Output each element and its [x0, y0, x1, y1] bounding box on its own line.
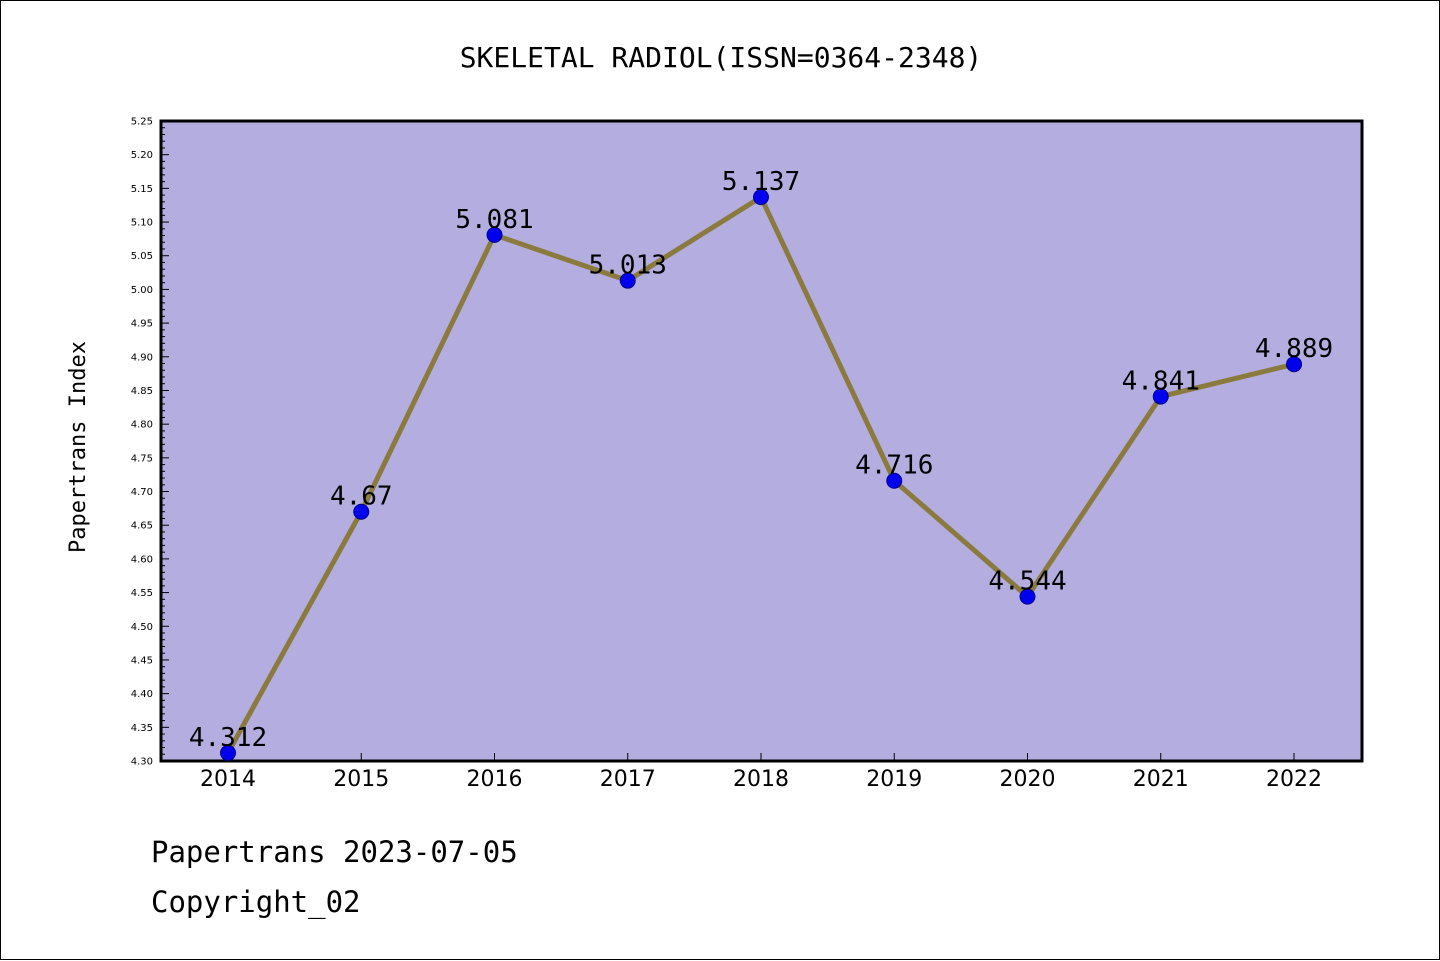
y-tick-label: 5.15	[131, 184, 153, 195]
x-tick-label: 2018	[733, 767, 789, 792]
y-tick-label: 5.20	[131, 150, 153, 161]
data-point	[486, 226, 503, 243]
chart-title: SKELETAL RADIOL(ISSN=0364-2348)	[460, 41, 983, 74]
data-point	[220, 744, 236, 761]
y-tick-label: 4.85	[131, 386, 153, 397]
y-tick-label: 4.45	[131, 655, 153, 666]
y-tick-label: 5.10	[131, 218, 153, 229]
data-label: 5.081	[455, 205, 533, 235]
footer-date: Papertrans 2023-07-05	[151, 835, 518, 869]
x-tick-label: 2014	[200, 767, 256, 792]
data-point	[1152, 388, 1169, 405]
plot-area	[159, 119, 1364, 763]
data-label: 5.137	[722, 167, 800, 197]
data-label: 5.013	[589, 251, 667, 281]
x-tick-label: 2020	[1000, 767, 1056, 792]
y-tick-label: 5.05	[131, 251, 153, 262]
x-tick-label: 2019	[866, 767, 922, 792]
y-tick-label: 4.95	[131, 319, 153, 330]
x-axis-ticks: 2014 2015 2016 2017 2018 2019 2020 2021 2022	[200, 753, 1322, 792]
y-tick-label: 4.60	[131, 554, 153, 565]
y-axis-label: Papertrans Index	[66, 341, 91, 553]
data-point	[886, 472, 903, 489]
y-tick-label: 4.80	[131, 420, 153, 431]
x-tick-label: 2016	[467, 767, 523, 792]
data-point	[353, 503, 370, 520]
data-label: 4.841	[1122, 367, 1200, 397]
y-tick-label: 4.70	[131, 487, 153, 498]
y-tick-label: 4.55	[131, 588, 153, 599]
footer-copyright: Copyright_02	[151, 885, 361, 919]
y-axis-ticks: 4.30 4.35 4.40 4.45 4.50 4.55 4.60 4.65 4.70 4.75…	[131, 117, 169, 768]
y-tick-label: 4.65	[131, 521, 153, 532]
data-label: 4.67	[330, 482, 393, 512]
data-point	[1286, 356, 1302, 373]
y-tick-label: 4.35	[131, 723, 153, 734]
data-point	[1019, 588, 1036, 605]
y-tick-label: 5.25	[131, 117, 153, 128]
y-tick-label: 4.40	[131, 689, 153, 700]
y-tick-label: 4.90	[131, 352, 153, 363]
y-tick-label: 4.50	[131, 622, 153, 633]
data-label: 4.544	[988, 567, 1066, 597]
y-tick-label: 4.30	[131, 757, 153, 768]
x-tick-label: 2021	[1133, 767, 1189, 792]
data-point	[753, 189, 769, 206]
x-tick-label: 2015	[333, 767, 389, 792]
y-tick-label: 4.75	[131, 453, 153, 464]
y-tick-label: 5.00	[131, 285, 153, 296]
series-group: 4.312 4.67 5.081 5.013 5.137 4.716 4.544 4.841 4…	[189, 167, 1333, 761]
data-label: 4.716	[855, 451, 933, 481]
x-tick-label: 2022	[1266, 767, 1322, 792]
x-tick-label: 2017	[600, 767, 656, 792]
data-point	[619, 272, 636, 289]
data-label: 4.312	[189, 723, 267, 753]
data-label: 4.889	[1255, 334, 1333, 364]
